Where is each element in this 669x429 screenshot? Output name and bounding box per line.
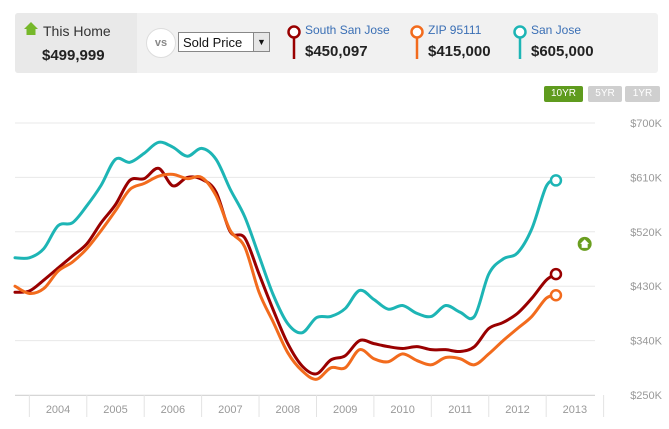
metric-select-value: Sold Price: [183, 35, 243, 50]
legend-name[interactable]: South San Jose: [305, 23, 390, 37]
series-line-south-san-jose: [13, 166, 558, 376]
x-tick-label: 2007: [218, 404, 242, 416]
range-1yr-button[interactable]: 1YR: [625, 86, 660, 102]
x-tick-label: 2013: [563, 404, 587, 416]
series-endpoint-zip-95111: [549, 289, 563, 302]
this-home-value: $499,999: [42, 47, 105, 64]
y-tick-label: $700K: [630, 118, 662, 130]
series-line-zip-95111: [13, 172, 558, 381]
x-tick-label: 2009: [333, 404, 357, 416]
series-line-san-jose: [13, 140, 558, 335]
metric-select[interactable]: Sold Price ▼: [178, 32, 270, 52]
x-tick-label: 2008: [276, 404, 300, 416]
x-tick-label: 2006: [161, 404, 185, 416]
legend-pin-icon: [410, 25, 424, 59]
series-endpoint-san-jose: [549, 174, 563, 187]
home-icon: [24, 22, 38, 35]
y-tick-label: $250K: [630, 390, 662, 402]
this-home-marker-icon: [580, 239, 590, 248]
chevron-down-icon[interactable]: ▼: [253, 33, 269, 51]
series-endpoint-south-san-jose: [549, 267, 563, 281]
legend-pin-icon: [287, 25, 301, 59]
comparison-header: This Home $499,999 vs Sold Price ▼ South…: [15, 13, 658, 73]
legend-value: $415,000: [428, 43, 491, 60]
legend-value: $605,000: [531, 43, 594, 60]
legend-name[interactable]: ZIP 95111: [428, 23, 482, 37]
x-tick-label: 2012: [505, 404, 529, 416]
legend-pin-icon: [513, 25, 527, 59]
range-10yr-button[interactable]: 10YR: [544, 86, 583, 102]
y-tick-label: $340K: [630, 336, 662, 348]
vs-badge: vs: [146, 28, 176, 58]
range-5yr-button[interactable]: 5YR: [588, 86, 622, 102]
y-tick-label: $610K: [630, 172, 662, 184]
x-tick-label: 2011: [448, 404, 472, 416]
y-tick-label: $430K: [630, 281, 662, 293]
this-home-panel: This Home $499,999: [15, 13, 137, 73]
y-tick-label: $520K: [630, 227, 662, 239]
this-home-label: This Home: [43, 23, 111, 39]
legend-name[interactable]: San Jose: [531, 23, 582, 37]
x-tick-label: 2005: [103, 404, 127, 416]
x-tick-label: 2010: [390, 404, 414, 416]
x-tick-label: 2004: [46, 404, 70, 416]
legend-value: $450,097: [305, 43, 368, 60]
